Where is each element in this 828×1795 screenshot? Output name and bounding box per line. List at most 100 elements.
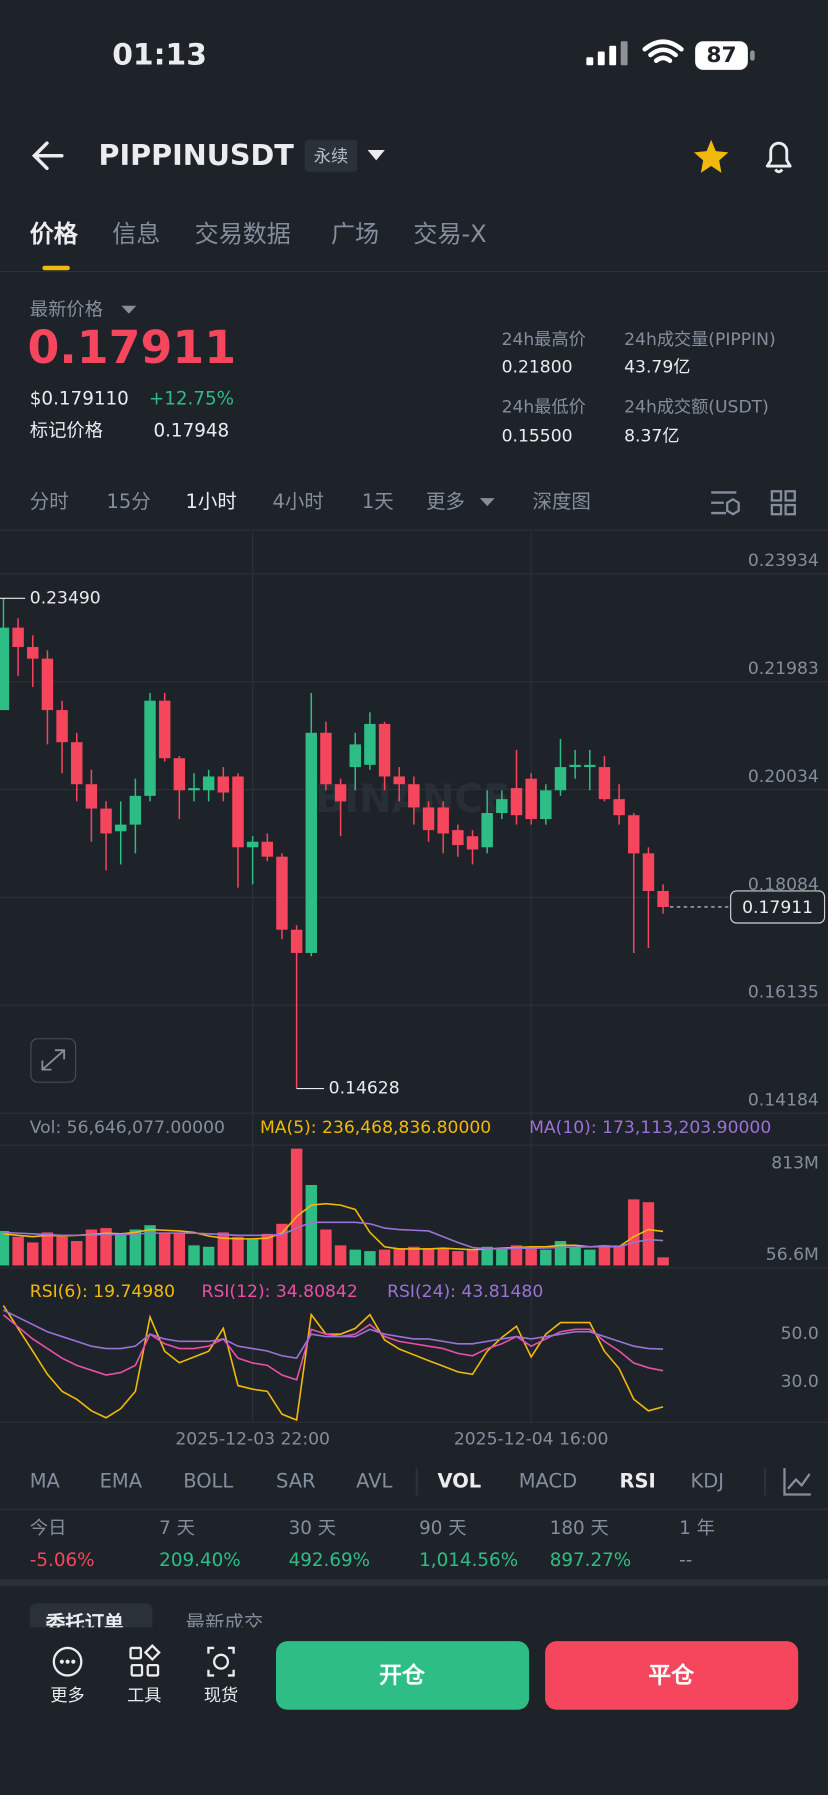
- indicator[interactable]: MA: [30, 1469, 61, 1492]
- volume-ma-line: [3, 1202, 664, 1251]
- volume-bar: [27, 1242, 39, 1266]
- dropdown-arrow[interactable]: [121, 305, 137, 314]
- period-label: 7 天: [159, 1518, 195, 1539]
- close-button[interactable]: [545, 1641, 799, 1710]
- tools-icon[interactable]: [129, 1644, 161, 1677]
- x-tick-label: 2025-12-04 16:00: [454, 1430, 609, 1450]
- candle-body: [56, 710, 68, 743]
- volume-bar: [598, 1245, 611, 1266]
- volume-bar: [202, 1246, 215, 1266]
- stat-label: 24h最低价: [502, 398, 586, 418]
- favorite-star[interactable]: [694, 139, 729, 173]
- indicator[interactable]: VOL: [437, 1469, 481, 1492]
- bottom-label[interactable]: 更多: [50, 1686, 84, 1706]
- status-time: 01:13: [112, 38, 207, 73]
- candle-body: [188, 788, 200, 791]
- volume-bar: [584, 1249, 596, 1266]
- volume-bar: [349, 1249, 361, 1266]
- alert-bell[interactable]: [765, 141, 792, 174]
- last-price-box: [730, 890, 826, 924]
- candle-body: [364, 723, 376, 765]
- volume-bar: [613, 1245, 625, 1266]
- bottom-label[interactable]: 工具: [127, 1686, 161, 1706]
- volume-bar: [496, 1248, 508, 1266]
- volume-bar: [114, 1233, 127, 1266]
- candle-body: [261, 841, 274, 857]
- timeframe[interactable]: 更多: [426, 490, 465, 513]
- volume-bar: [188, 1245, 200, 1266]
- tab[interactable]: 价格: [30, 220, 79, 248]
- indicator[interactable]: MACD: [519, 1469, 577, 1492]
- indicator[interactable]: AVL: [356, 1469, 392, 1492]
- volume-bar: [540, 1249, 552, 1266]
- timeframe[interactable]: 1小时: [186, 490, 237, 513]
- indicator[interactable]: KDJ: [691, 1469, 724, 1492]
- candle-body: [276, 856, 288, 930]
- wifi-icon: [642, 39, 684, 63]
- candle-body: [173, 758, 186, 791]
- indicator[interactable]: SAR: [276, 1469, 316, 1492]
- candle-body: [202, 776, 215, 791]
- volume-bar: [642, 1202, 655, 1266]
- bottom-label[interactable]: 现货: [204, 1686, 238, 1706]
- rsi-tick-label: 50.0: [781, 1324, 819, 1344]
- stat-label: 24h成交额(USDT): [624, 398, 769, 418]
- candle-body: [144, 700, 156, 796]
- symbol-dropdown[interactable]: [367, 150, 385, 161]
- indicator[interactable]: BOLL: [183, 1469, 233, 1492]
- period-label: 30 天: [289, 1518, 336, 1539]
- period-label: 1 年: [679, 1518, 715, 1539]
- y-tick-label: 0.18084: [748, 875, 819, 895]
- volume-bar: [56, 1236, 68, 1266]
- back-button[interactable]: [31, 141, 64, 171]
- indicator-settings-icon[interactable]: [783, 1468, 811, 1496]
- latest-price-label: 最新价格: [30, 299, 103, 320]
- volume-bar: [378, 1249, 391, 1266]
- stats: 24h最高价 0.21800 24h成交量(PIPPIN) 43.79亿 24h…: [502, 330, 776, 446]
- volume-bar: [129, 1229, 142, 1266]
- timeframe[interactable]: 分时: [30, 490, 69, 513]
- volume-bar: [12, 1236, 24, 1266]
- volume-bar: [144, 1225, 156, 1266]
- candle-body: [378, 723, 391, 777]
- spot-icon[interactable]: [207, 1646, 235, 1677]
- tab[interactable]: 交易-X: [413, 220, 486, 248]
- chart: BINANCE0.239340.219830.200340.180840.161…: [0, 532, 828, 1450]
- timeframe[interactable]: 15分: [107, 490, 151, 513]
- open-button[interactable]: [276, 1641, 530, 1710]
- candle-body: [393, 776, 405, 785]
- volume-bar: [246, 1239, 259, 1266]
- timeframe[interactable]: 1天: [362, 490, 394, 513]
- high-label: 0.23490: [30, 588, 101, 608]
- dropdown-arrow[interactable]: [479, 498, 495, 507]
- period-change: 1,014.56%: [419, 1550, 518, 1571]
- rsi-line: [3, 1309, 664, 1360]
- timeframe[interactable]: 4小时: [273, 490, 324, 513]
- indicator[interactable]: EMA: [100, 1469, 143, 1492]
- timeframe[interactable]: 深度图: [533, 490, 591, 513]
- period-change: -5.06%: [30, 1550, 95, 1571]
- layout-icon[interactable]: [770, 490, 796, 516]
- candle-body: [12, 627, 24, 648]
- volume-bar: [158, 1232, 171, 1266]
- y-tick-label: 0.23934: [748, 551, 819, 571]
- volume-bar: [525, 1246, 537, 1266]
- tab[interactable]: 广场: [331, 220, 379, 248]
- indicator[interactable]: RSI: [620, 1469, 656, 1492]
- tab[interactable]: 信息: [112, 220, 160, 248]
- candle-body: [525, 778, 537, 820]
- volume-bar: [276, 1223, 288, 1266]
- battery-level: 87: [706, 43, 736, 68]
- period-change: 209.40%: [159, 1550, 240, 1571]
- candle-body: [129, 795, 142, 825]
- more-icon[interactable]: [52, 1646, 83, 1677]
- volume-bar: [217, 1232, 230, 1266]
- performance: 今日 -5.06% 7 天 209.40% 30 天 492.69% 90 天 1,014.5…: [30, 1518, 715, 1571]
- battery-tip: [750, 50, 755, 61]
- expand-button[interactable]: [30, 1038, 77, 1083]
- chart-settings-icon[interactable]: [711, 491, 740, 516]
- stat-label: 24h最高价: [502, 330, 586, 350]
- candle-body: [100, 808, 112, 834]
- tab[interactable]: 交易数据: [195, 220, 291, 248]
